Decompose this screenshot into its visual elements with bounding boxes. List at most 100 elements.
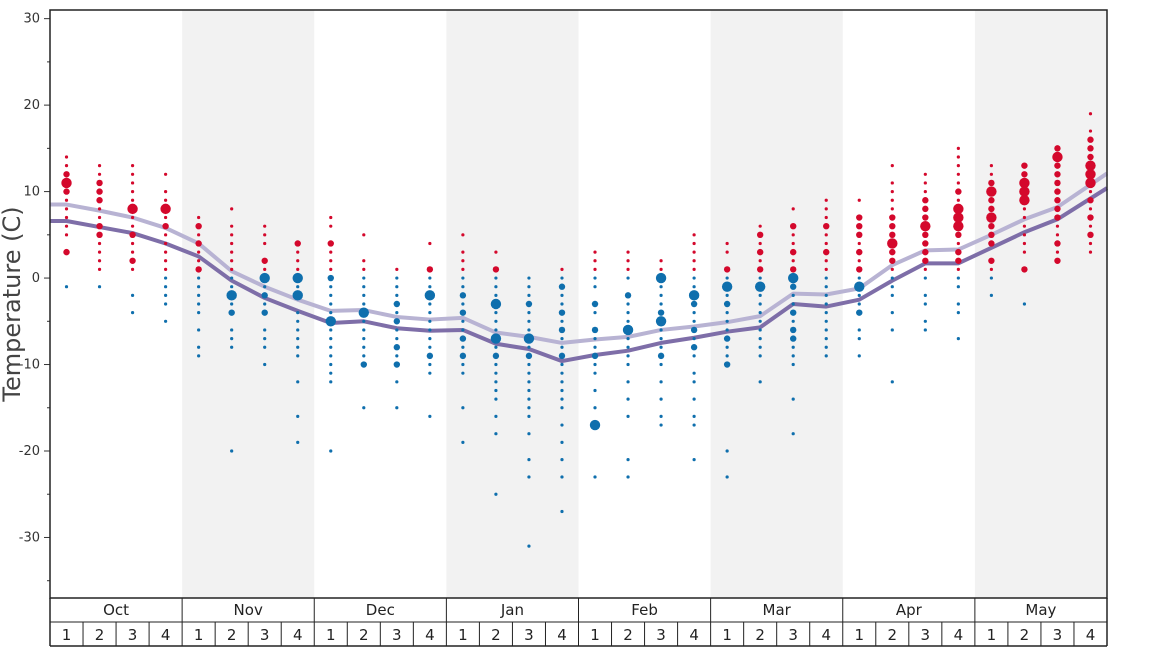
data-point — [725, 293, 729, 297]
data-point — [791, 432, 795, 436]
data-point — [923, 181, 927, 185]
data-point — [756, 266, 764, 273]
data-point — [857, 336, 861, 341]
data-point — [230, 259, 234, 263]
data-point — [824, 241, 828, 246]
data-point — [395, 380, 399, 384]
data-point — [1021, 266, 1028, 273]
data-point — [1054, 179, 1061, 187]
data-point — [1088, 224, 1093, 228]
data-point — [327, 274, 334, 282]
data-point — [426, 266, 434, 273]
data-point — [296, 380, 300, 384]
data-point — [857, 354, 861, 358]
data-point — [560, 362, 564, 367]
week-label: 3 — [1053, 626, 1063, 644]
data-point — [560, 302, 564, 306]
data-point — [824, 276, 828, 280]
month-band — [974, 10, 1107, 598]
data-point — [725, 276, 729, 280]
data-point — [890, 285, 894, 289]
data-point — [197, 328, 201, 332]
data-point — [461, 285, 465, 289]
data-point — [791, 302, 795, 306]
data-point — [63, 171, 70, 178]
data-point — [461, 328, 465, 332]
data-point — [791, 293, 795, 297]
data-point — [889, 222, 896, 230]
data-point — [922, 214, 929, 221]
data-point — [856, 309, 863, 316]
data-point — [230, 224, 234, 228]
data-point — [1019, 195, 1030, 206]
data-point — [263, 267, 267, 272]
data-point — [758, 241, 762, 246]
data-point — [956, 155, 960, 159]
data-point — [626, 259, 630, 263]
data-point — [988, 205, 995, 213]
data-point — [362, 285, 366, 289]
data-point — [459, 335, 467, 342]
week-label: 3 — [128, 626, 138, 644]
month-label: Oct — [103, 601, 129, 619]
data-point — [395, 336, 399, 341]
data-point — [1085, 177, 1096, 189]
data-point — [758, 259, 762, 263]
data-point — [659, 397, 663, 401]
data-point — [197, 311, 201, 315]
x-axis: Oct 1 2 3 4 Nov 1 2 3 4 Dec 1 2 3 4 Jan 1 2 3 4 Feb 1 2 3 4 Mar 1 2… — [49, 598, 1108, 647]
data-point — [162, 222, 169, 230]
data-point — [395, 285, 399, 289]
data-point — [164, 250, 168, 254]
data-point — [725, 354, 729, 358]
data-point — [525, 352, 533, 360]
data-point — [362, 336, 366, 341]
data-point — [296, 267, 300, 272]
data-point — [395, 293, 399, 297]
data-point — [725, 475, 729, 479]
data-point — [362, 345, 366, 349]
data-point — [1085, 169, 1096, 180]
data-point — [725, 328, 729, 332]
data-point — [461, 406, 465, 410]
data-point — [494, 380, 498, 384]
data-point — [494, 319, 498, 323]
data-point — [956, 336, 960, 341]
data-point — [626, 362, 630, 367]
data-point — [758, 293, 762, 297]
data-point — [230, 207, 234, 211]
data-point — [461, 371, 465, 375]
data-point — [626, 250, 630, 254]
data-point — [64, 224, 69, 228]
data-point — [197, 345, 201, 349]
data-point — [261, 292, 268, 299]
data-point — [688, 290, 700, 301]
data-point — [164, 189, 168, 194]
data-point — [494, 432, 498, 436]
data-point — [296, 440, 300, 444]
data-point — [758, 328, 762, 332]
data-point — [758, 380, 762, 384]
data-point — [725, 311, 729, 315]
data-point — [791, 241, 795, 246]
data-point — [988, 179, 995, 187]
data-point — [788, 272, 799, 284]
data-point — [988, 231, 995, 239]
data-point — [296, 345, 300, 349]
data-point — [1088, 112, 1093, 116]
data-point — [527, 388, 531, 393]
data-point — [461, 276, 465, 280]
data-point — [1054, 188, 1061, 195]
data-point — [197, 259, 201, 263]
data-point — [393, 344, 401, 351]
data-point — [890, 267, 894, 272]
data-point — [263, 328, 267, 332]
data-point — [626, 311, 630, 315]
week-label: 3 — [260, 626, 270, 644]
data-point — [527, 319, 531, 323]
data-point — [756, 231, 764, 239]
y-tick-label: -10 — [19, 358, 40, 373]
data-point — [97, 285, 102, 289]
data-point — [956, 164, 960, 168]
